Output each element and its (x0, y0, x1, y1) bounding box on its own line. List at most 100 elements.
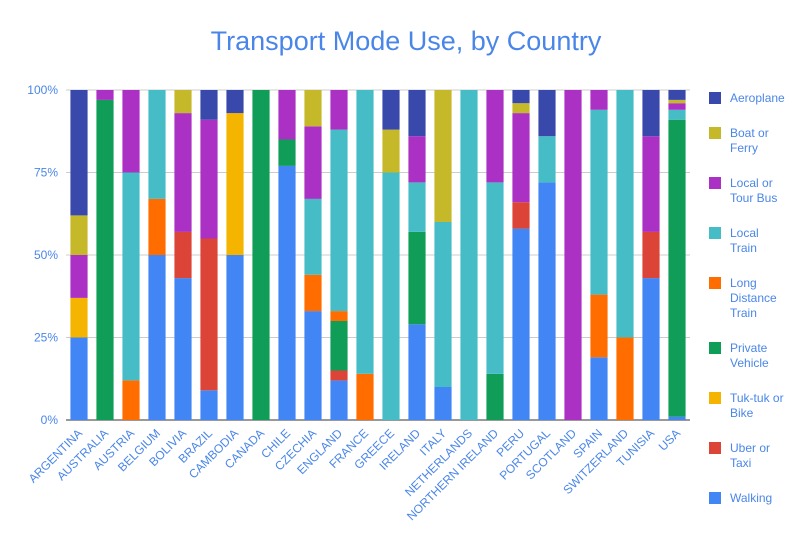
bar-segment: USA — Aeroplane: 3% (668, 90, 686, 100)
legend-swatch (709, 92, 721, 104)
bar-segment: ENGLAND — Uber or Taxi: 3% (330, 370, 348, 381)
bar-segment: GREECE — Aeroplane: 12% (382, 90, 400, 130)
bars: ARGENTINA — Walking: 25%ARGENTINA — Tuk-… (70, 90, 686, 421)
y-tick-label: 100% (27, 83, 58, 97)
bar-segment: TUNISIA — Aeroplane: 14% (642, 90, 660, 137)
legend-label: Private Vehicle (730, 341, 769, 370)
bar-segment: NORTHERN IRELAND — Local or Tour Bus: 28… (486, 90, 504, 183)
legend-item: Local Train (709, 226, 759, 255)
bar-segment: ENGLAND — Local Train: 55% (330, 129, 348, 312)
bar-segment: PERU — Walking: 58% (512, 228, 530, 420)
bar-segment: CZECHIA — Boat or Ferry: 11% (304, 90, 322, 127)
bar-segment: GREECE — Boat or Ferry: 13% (382, 129, 400, 173)
bar-segment: PORTUGAL — Walking: 72% (538, 182, 556, 420)
bar-segment: CAMBODIA — Walking: 50% (226, 255, 244, 420)
bar-segment: PERU — Uber or Taxi: 8% (512, 202, 530, 229)
bar-segment: CHILE — Private Vehicle: 8% (278, 139, 296, 166)
bar-segment: ITALY — Local Train: 50% (434, 222, 452, 387)
bar-segment: USA — Local Train: 3% (668, 109, 686, 120)
legend-swatch (709, 127, 721, 139)
bar-segment: IRELAND — Aeroplane: 14% (408, 90, 426, 137)
legend-item: Aeroplane (709, 91, 785, 105)
gridlines (66, 89, 690, 421)
bar-segment: SWITZERLAND — Local Train: 75% (616, 90, 634, 338)
legend-swatch (709, 392, 721, 404)
legend: Aeroplane Boat or Ferry Local or Tour Bus Loc… (709, 91, 785, 505)
legend-swatch (709, 227, 721, 239)
bar-segment: SPAIN — Walking: 19% (590, 357, 608, 420)
legend-item: Long Distance Train (709, 276, 777, 320)
legend-item: Uber or Taxi (709, 441, 770, 470)
bar-segment: SWITZERLAND — Long Distance Train: 25% (616, 337, 634, 420)
bar-segment: USA — Private Vehicle: 90% (668, 119, 686, 417)
legend-label: Long Distance Train (730, 276, 777, 320)
y-tick-label: 50% (34, 248, 58, 262)
legend-item: Walking (709, 491, 772, 505)
bar-segment: AUSTRALIA — Private Vehicle: 97% (96, 99, 114, 421)
legend-swatch (709, 177, 721, 189)
bar-segment: ENGLAND — Private Vehicle: 15% (330, 321, 348, 371)
legend-label: Tuk-tuk or Bike (730, 391, 784, 420)
bar-segment: ARGENTINA — Walking: 25% (70, 337, 88, 420)
legend-swatch (709, 277, 721, 289)
legend-label: Aeroplane (730, 91, 785, 105)
bar-segment: CZECHIA — Local Train: 23% (304, 198, 322, 275)
bar-segment: NETHERLANDS — Local Train: 100% (460, 90, 478, 420)
bar-segment: AUSTRIA — Long Distance Train: 12% (122, 380, 140, 420)
bar-segment: BELGIUM — Long Distance Train: 17% (148, 198, 166, 255)
bar-segment: AUSTRIA — Local or Tour Bus: 25% (122, 90, 140, 173)
legend-swatch (709, 492, 721, 504)
bar-segment: TUNISIA — Uber or Taxi: 14% (642, 231, 660, 279)
legend-label: Local or Tour Bus (730, 176, 777, 205)
legend-swatch (709, 342, 721, 354)
bar-segment: ITALY — Boat or Ferry: 40% (434, 90, 452, 222)
chart-title: Transport Mode Use, by Country (210, 26, 602, 56)
bar-segment: BRAZIL — Local or Tour Bus: 36% (200, 119, 218, 239)
bar-segment: TUNISIA — Local or Tour Bus: 29% (642, 136, 660, 232)
bar-segment: PERU — Boat or Ferry: 3% (512, 103, 530, 114)
y-axis: 0% 25% 50% 75% 100% (27, 83, 58, 427)
bar-segment: ARGENTINA — Boat or Ferry: 12% (70, 215, 88, 255)
bar-segment: CZECHIA — Long Distance Train: 11% (304, 274, 322, 312)
bar-segment: ARGENTINA — Aeroplane: 38% (70, 90, 88, 216)
bar-segment: CHILE — Walking: 77% (278, 165, 296, 420)
bar-segment: GREECE — Local Train: 75% (382, 172, 400, 420)
y-tick-label: 0% (41, 413, 59, 427)
bar-segment: NORTHERN IRELAND — Local Train: 58% (486, 182, 504, 374)
legend-swatch (709, 442, 721, 454)
bar-segment: ENGLAND — Local or Tour Bus: 12% (330, 90, 348, 130)
bar-segment: BOLIVIA — Local or Tour Bus: 36% (174, 113, 192, 232)
legend-item: Tuk-tuk or Bike (709, 391, 784, 420)
legend-item: Boat or Ferry (709, 126, 769, 155)
legend-item: Private Vehicle (709, 341, 769, 370)
bar-segment: CHILE — Local or Tour Bus: 15% (278, 90, 296, 140)
bar-segment: USA — Boat or Ferry: 1% (668, 99, 686, 104)
bar-segment: BOLIVIA — Walking: 43% (174, 278, 192, 420)
bar-segment: SPAIN — Local Train: 56% (590, 109, 608, 295)
bar-segment: FRANCE — Long Distance Train: 14% (356, 373, 374, 420)
y-tick-label: 75% (34, 166, 58, 180)
bar-segment: BOLIVIA — Uber or Taxi: 14% (174, 231, 192, 279)
bar-segment: BOLIVIA — Boat or Ferry: 7% (174, 90, 192, 114)
bar-segment: ENGLAND — Long Distance Train: 3% (330, 311, 348, 321)
legend-label: Local Train (730, 226, 759, 255)
bar-segment: IRELAND — Local or Tour Bus: 14% (408, 136, 426, 183)
bar-segment: SPAIN — Local or Tour Bus: 6% (590, 90, 608, 110)
bar-segment: BRAZIL — Walking: 9% (200, 390, 218, 420)
bar-segment: BRAZIL — Uber or Taxi: 46% (200, 238, 218, 391)
bar-segment: CANADA — Private Vehicle: 100% (252, 90, 270, 420)
legend-label: Boat or Ferry (730, 126, 769, 155)
bar-segment: PERU — Aeroplane: 4% (512, 90, 530, 104)
bar-segment: CZECHIA — Local or Tour Bus: 22% (304, 126, 322, 199)
bar-segment: SPAIN — Long Distance Train: 19% (590, 294, 608, 358)
bar-segment: PERU — Local or Tour Bus: 27% (512, 113, 530, 203)
bar-segment: ITALY — Walking: 10% (434, 387, 452, 420)
bar-segment: ENGLAND — Walking: 12% (330, 380, 348, 420)
bar-segment: AUSTRIA — Local Train: 63% (122, 172, 140, 381)
bar-segment: IRELAND — Private Vehicle: 28% (408, 231, 426, 325)
legend-label: Walking (730, 491, 772, 505)
bar-segment: NORTHERN IRELAND — Private Vehicle: 14% (486, 373, 504, 420)
bar-segment: TUNISIA — Walking: 43% (642, 278, 660, 420)
bar-segment: PORTUGAL — Local Train: 14% (538, 136, 556, 183)
bar-segment: USA — Walking: 1% (668, 416, 686, 420)
